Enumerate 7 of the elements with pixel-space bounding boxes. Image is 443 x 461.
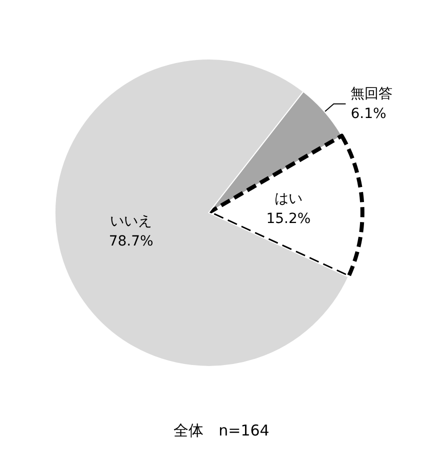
slice-label: いいえ xyxy=(110,214,152,230)
slice-label: はい xyxy=(274,190,302,207)
data-label: 6.1% xyxy=(350,106,386,122)
data-label: 15.2% xyxy=(266,210,311,227)
data-label: 78.7% xyxy=(108,234,154,250)
text: 全体 n=164 xyxy=(174,422,270,440)
slice-label: 無回答 xyxy=(350,86,393,102)
